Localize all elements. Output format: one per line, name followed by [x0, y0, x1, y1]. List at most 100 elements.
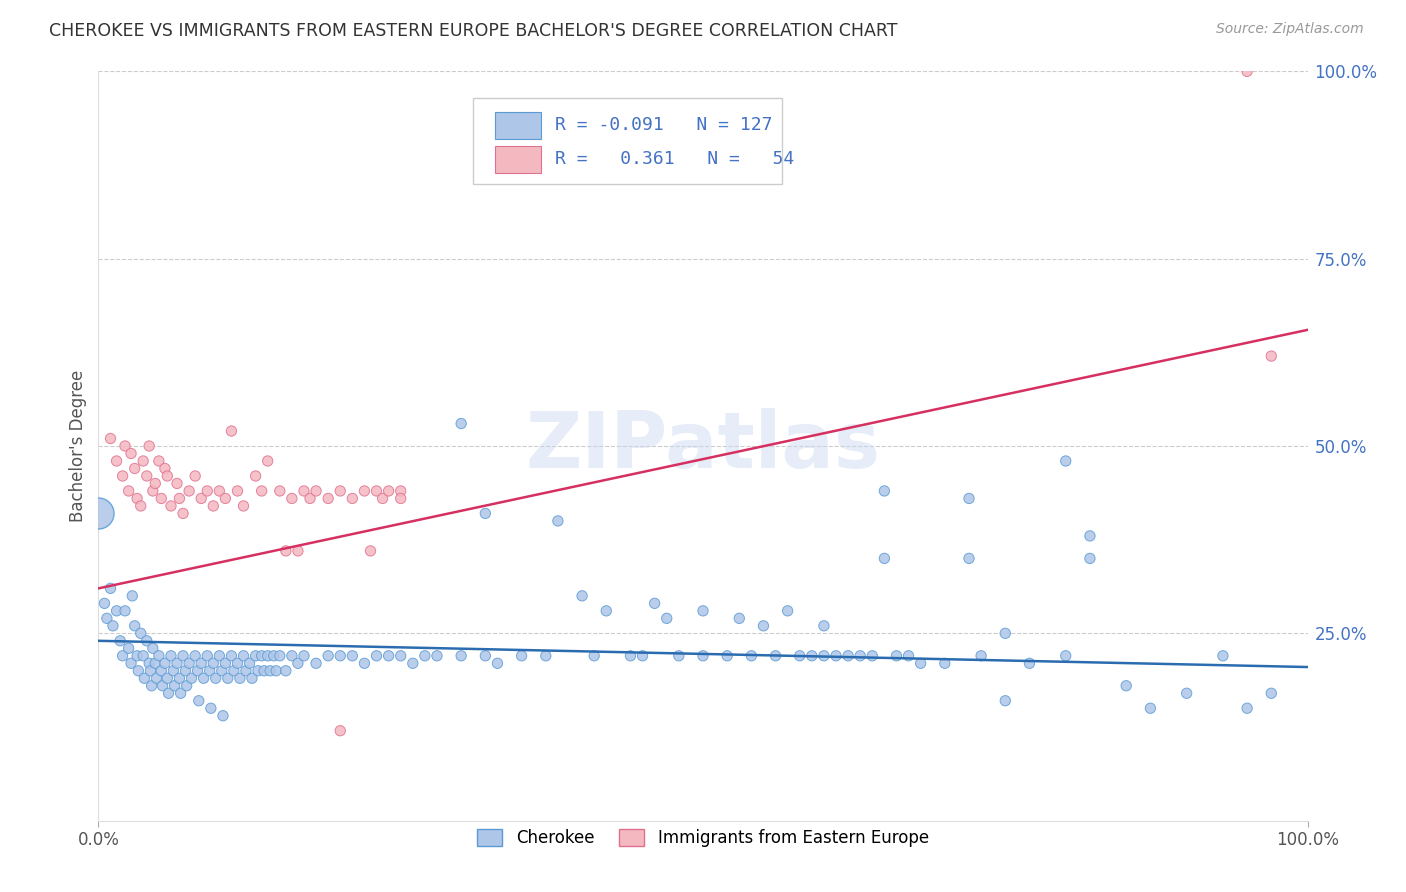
Point [377, 648, 399, 663]
Point [353, 483, 375, 498]
Point [172, 507, 194, 521]
Point [166, 657, 188, 671]
Point [259, 664, 281, 678]
Point [547, 514, 569, 528]
Point [873, 483, 896, 498]
Point [239, 657, 262, 671]
Point [118, 483, 141, 498]
Point [145, 671, 167, 685]
Point [114, 439, 136, 453]
Point [235, 664, 257, 678]
Point [87, 507, 110, 521]
Point [371, 491, 394, 506]
Point [240, 671, 263, 685]
Point [256, 648, 278, 663]
Point [180, 671, 202, 685]
Point [360, 544, 382, 558]
Point [692, 604, 714, 618]
Point [127, 491, 149, 506]
Point [124, 461, 146, 475]
Point [198, 664, 221, 678]
Point [534, 648, 557, 663]
Point [287, 544, 309, 558]
Point [292, 483, 315, 498]
Point [208, 648, 231, 663]
Point [179, 483, 201, 498]
Point [193, 671, 215, 685]
Point [100, 432, 122, 446]
Point [366, 483, 388, 498]
Point [668, 648, 690, 663]
Point [957, 491, 980, 506]
Point [134, 671, 156, 685]
Point [250, 483, 273, 498]
Point [342, 648, 364, 663]
Point [619, 648, 641, 663]
Point [121, 589, 143, 603]
Y-axis label: Bachelor's Degree: Bachelor's Degree [69, 370, 87, 522]
Point [111, 469, 134, 483]
Point [100, 582, 122, 596]
Point [776, 604, 799, 618]
Point [1078, 529, 1101, 543]
Point [169, 671, 191, 685]
Point [120, 446, 142, 460]
Point [305, 657, 328, 671]
Point [281, 491, 304, 506]
Point [655, 611, 678, 625]
Point [163, 679, 186, 693]
Point [247, 664, 270, 678]
Point [1139, 701, 1161, 715]
Point [162, 664, 184, 678]
Point [274, 664, 297, 678]
Point [221, 648, 243, 663]
Point [176, 679, 198, 693]
Point [287, 657, 309, 671]
Point [316, 491, 339, 506]
Point [486, 657, 509, 671]
Point [595, 604, 617, 618]
Point [93, 596, 115, 610]
Point [226, 483, 249, 498]
Point [474, 507, 496, 521]
Point [510, 648, 533, 663]
Point [138, 657, 160, 671]
Point [96, 611, 118, 625]
Point [1018, 657, 1040, 671]
Point [142, 641, 165, 656]
Point [150, 491, 173, 506]
Point [789, 648, 811, 663]
Point [222, 664, 245, 678]
Point [256, 454, 278, 468]
Point [837, 648, 859, 663]
Point [132, 454, 155, 468]
Point [166, 476, 188, 491]
Point [111, 648, 134, 663]
Point [138, 439, 160, 453]
Point [204, 671, 226, 685]
Point [160, 499, 183, 513]
Point [143, 657, 166, 671]
Point [849, 648, 872, 663]
Point [970, 648, 993, 663]
Point [101, 619, 124, 633]
Point [214, 657, 236, 671]
Point [353, 657, 375, 671]
Point [413, 648, 436, 663]
Point [1175, 686, 1198, 700]
Point [957, 551, 980, 566]
Point [143, 476, 166, 491]
Point [813, 648, 835, 663]
Point [202, 657, 225, 671]
Point [1236, 64, 1258, 78]
Point [187, 694, 209, 708]
Point [1260, 686, 1282, 700]
Point [108, 633, 131, 648]
Point [583, 648, 606, 663]
Point [245, 469, 267, 483]
Point [1054, 454, 1077, 468]
Point [141, 679, 163, 693]
Point [644, 596, 666, 610]
Point [281, 648, 304, 663]
Point [184, 648, 207, 663]
